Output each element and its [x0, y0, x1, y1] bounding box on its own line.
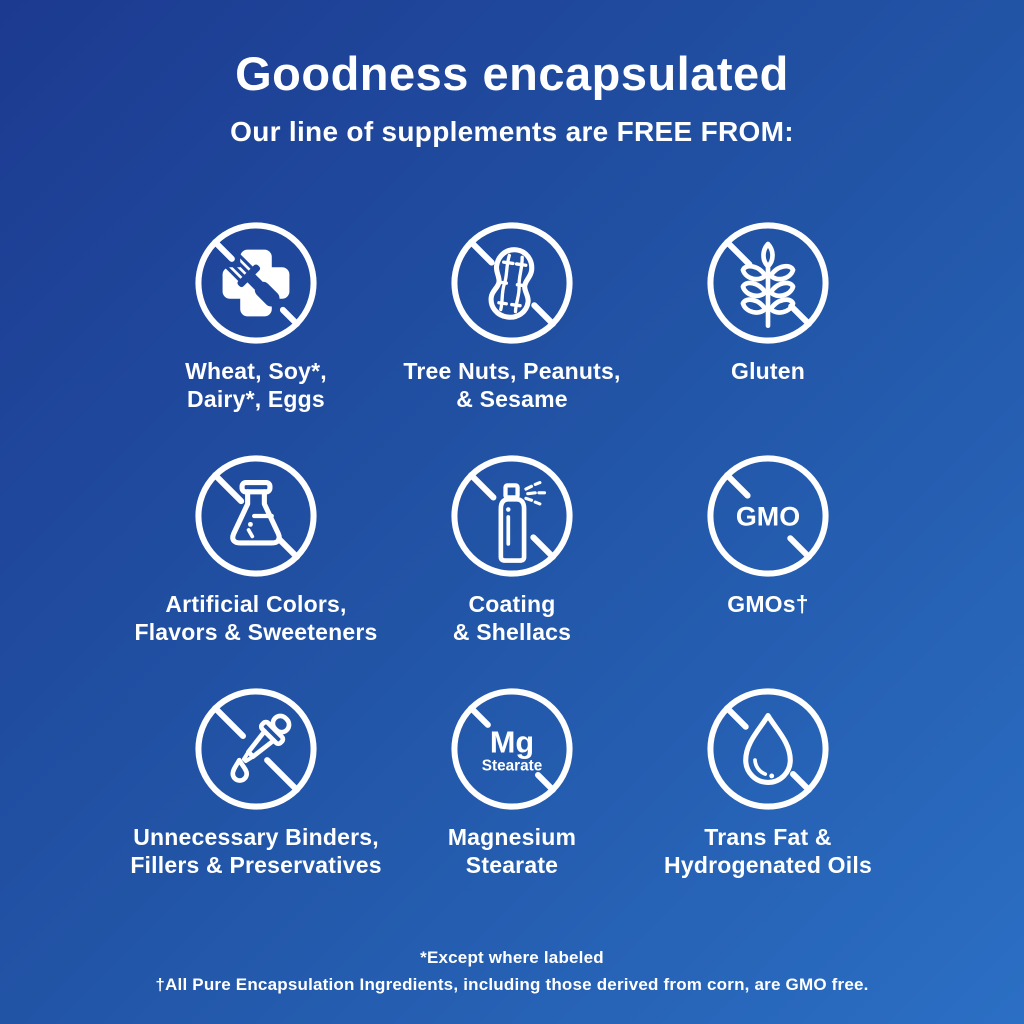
free-from-label: Artificial Colors, Flavors & Sweeteners — [134, 591, 378, 645]
free-from-label: GMOs† — [727, 591, 809, 618]
free-from-label: Gluten — [730, 358, 806, 384]
no-mg-stearate-icon: Mg Stearate — [447, 684, 577, 814]
free-from-item-gmo: GMO GMOs† — [640, 451, 896, 646]
free-from-item-coating: Coating & Shellacs — [384, 451, 640, 646]
no-allergens-cross-fork-icon — [191, 218, 321, 348]
free-from-label: Coating & Shellacs — [452, 591, 572, 645]
free-from-label: Magnesium Stearate — [447, 824, 577, 878]
no-dropper-icon — [191, 684, 321, 814]
no-chemical-flask-icon — [191, 451, 321, 581]
free-from-item-gluten: Gluten — [640, 218, 896, 413]
free-from-label: Trans Fat & Hydrogenated Oils — [664, 824, 872, 878]
free-from-label: Unnecessary Binders, Fillers & Preservat… — [130, 824, 382, 878]
free-from-item-allergens: Wheat, Soy*, Dairy*, Eggs — [128, 218, 384, 413]
no-gmo-icon: GMO — [703, 451, 833, 581]
grid-row-3: Unnecessary Binders, Fillers & Preservat… — [0, 684, 1024, 879]
page-subtitle: Our line of supplements are FREE FROM: — [230, 116, 794, 147]
no-spray-can-icon — [447, 451, 577, 581]
free-from-label: Tree Nuts, Peanuts, & Sesame — [403, 358, 621, 412]
free-from-item-trans-fat: Trans Fat & Hydrogenated Oils — [640, 684, 896, 879]
mg-icon-text: Mg — [490, 726, 534, 760]
free-from-item-nuts: Tree Nuts, Peanuts, & Sesame — [384, 218, 640, 413]
free-from-item-binders: Unnecessary Binders, Fillers & Preservat… — [128, 684, 384, 879]
stearate-icon-text: Stearate — [482, 758, 542, 775]
gmo-icon-text: GMO — [736, 501, 800, 531]
free-from-item-mg-stearate: Mg Stearate Magnesium Stearate — [384, 684, 640, 879]
no-oil-droplet-icon — [703, 684, 833, 814]
free-from-label: Wheat, Soy*, Dairy*, Eggs — [185, 358, 327, 412]
grid-row-1: Wheat, Soy*, Dairy*, Eggs Tree Nuts, Pea… — [0, 218, 1024, 413]
footnotes: *Except where labeled †All Pure Encapsul… — [0, 948, 1024, 995]
free-from-item-artificial: Artificial Colors, Flavors & Sweeteners — [128, 451, 384, 646]
no-wheat-gluten-icon — [703, 218, 833, 348]
footnote-except-labeled: *Except where labeled — [420, 948, 604, 967]
free-from-grid: Wheat, Soy*, Dairy*, Eggs Tree Nuts, Pea… — [0, 218, 1024, 918]
page-title: Goodness encapsulated — [235, 47, 789, 100]
grid-row-2: Artificial Colors, Flavors & Sweeteners … — [0, 451, 1024, 646]
no-peanut-icon — [447, 218, 577, 348]
footnote-gmo-free: †All Pure Encapsulation Ingredients, inc… — [155, 975, 869, 994]
